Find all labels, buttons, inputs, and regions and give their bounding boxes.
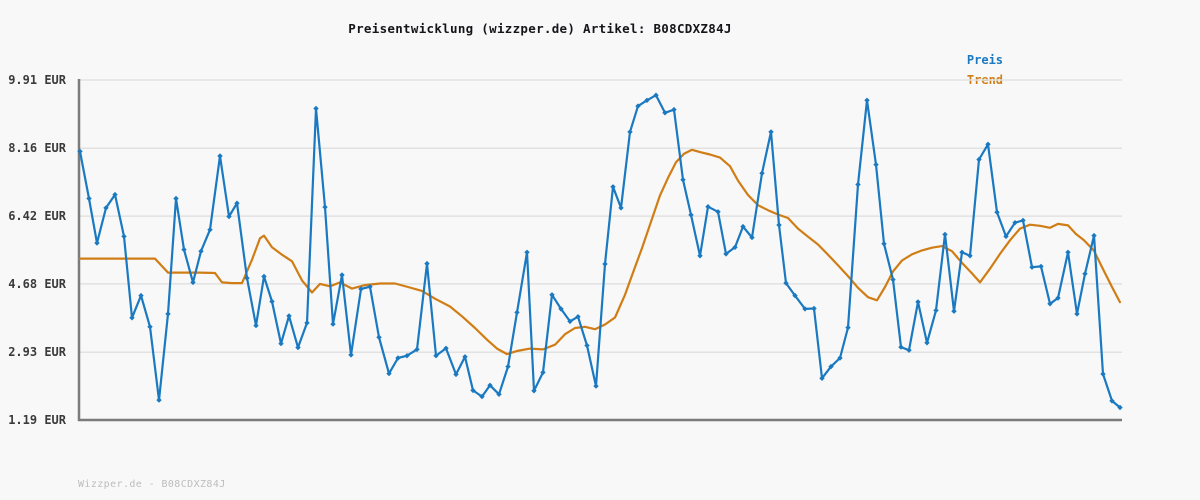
y-axis-tick-label: 8.16 EUR [8, 141, 66, 156]
chart-title: Preisentwicklung (wizzper.de) Artikel: B… [348, 21, 732, 36]
y-axis-tick-label: 9.91 EUR [8, 73, 66, 87]
watermark-text: Wizzper.de - B08CDXZ84J [78, 479, 226, 490]
y-axis-tick-label: 1.19 EUR [8, 413, 66, 427]
legend-item-preis: Preis [938, 39, 1003, 81]
legend-label-preis: Preis [966, 53, 1004, 67]
y-axis-tick-label: 2.93 EUR [8, 345, 66, 360]
y-axis-tick-label: 4.68 EUR [8, 276, 66, 291]
y-axis-tick-label: 6.42 EUR [8, 209, 66, 224]
